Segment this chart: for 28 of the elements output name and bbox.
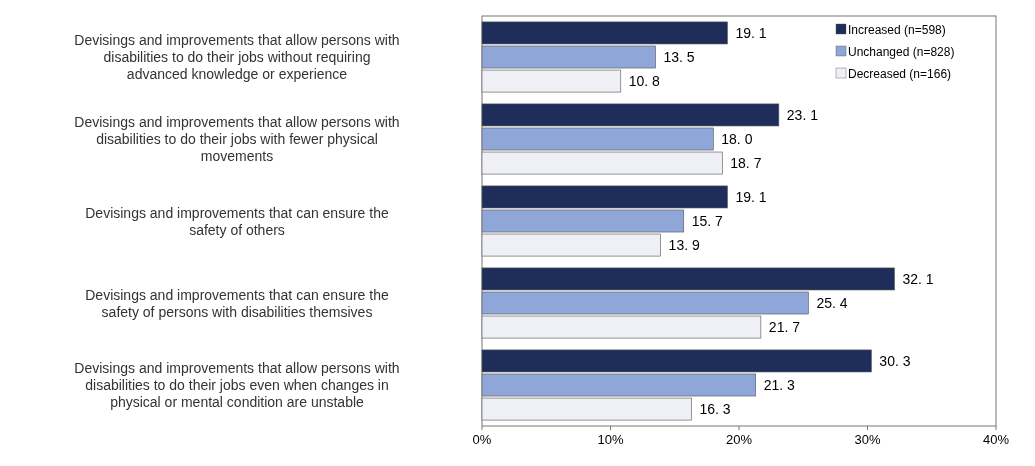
text: 19. 1 [735, 188, 767, 205]
text: 32. 1 [902, 270, 934, 287]
y-tick-label: Devisings and improvements that can ensure the safety of others [85, 204, 389, 238]
x-tick-label: 20% [725, 432, 753, 447]
x-tick-label: 40% [982, 432, 1010, 447]
text: 10. 8 [628, 73, 660, 90]
text: 18. 7 [730, 155, 762, 172]
text: 19. 1 [735, 24, 767, 41]
y-tick-label: Devisings and improvements that allow persons with disabilities to do their jobs with fewer physical movements [74, 114, 400, 164]
legend-label: Decreased (n=166) [848, 67, 952, 81]
text: 13. 9 [668, 237, 700, 254]
text: 23. 1 [786, 106, 818, 123]
y-tick-label: Devisings and improvements that allow persons with disabilities to do their jobs without requiring advanced knowledge or experience [74, 32, 400, 82]
x-tick-label: 10% [597, 432, 624, 447]
y-tick-label: Devisings and improvements that can ensure the safety of persons with disabilities themsives [85, 286, 389, 320]
text: 16. 3 [699, 401, 731, 418]
legend-label: Increased (n=598) [848, 23, 946, 37]
text: 21. 7 [768, 319, 800, 336]
text: 30. 3 [879, 352, 911, 369]
text: 15. 7 [691, 213, 723, 229]
x-tick-label: 30% [854, 432, 881, 447]
text: 21. 3 [763, 377, 795, 393]
x-tick-label: 0% [472, 432, 492, 447]
text: 25. 4 [816, 295, 848, 311]
legend-label: Unchanged (n=828) [848, 45, 955, 59]
y-tick-label: Devisings and improvements that allow persons with disabilities to do their jobs even when changes in physical or mental condition are unstable [74, 360, 400, 410]
text: 18. 0 [721, 131, 753, 147]
text: 13. 5 [663, 49, 695, 65]
